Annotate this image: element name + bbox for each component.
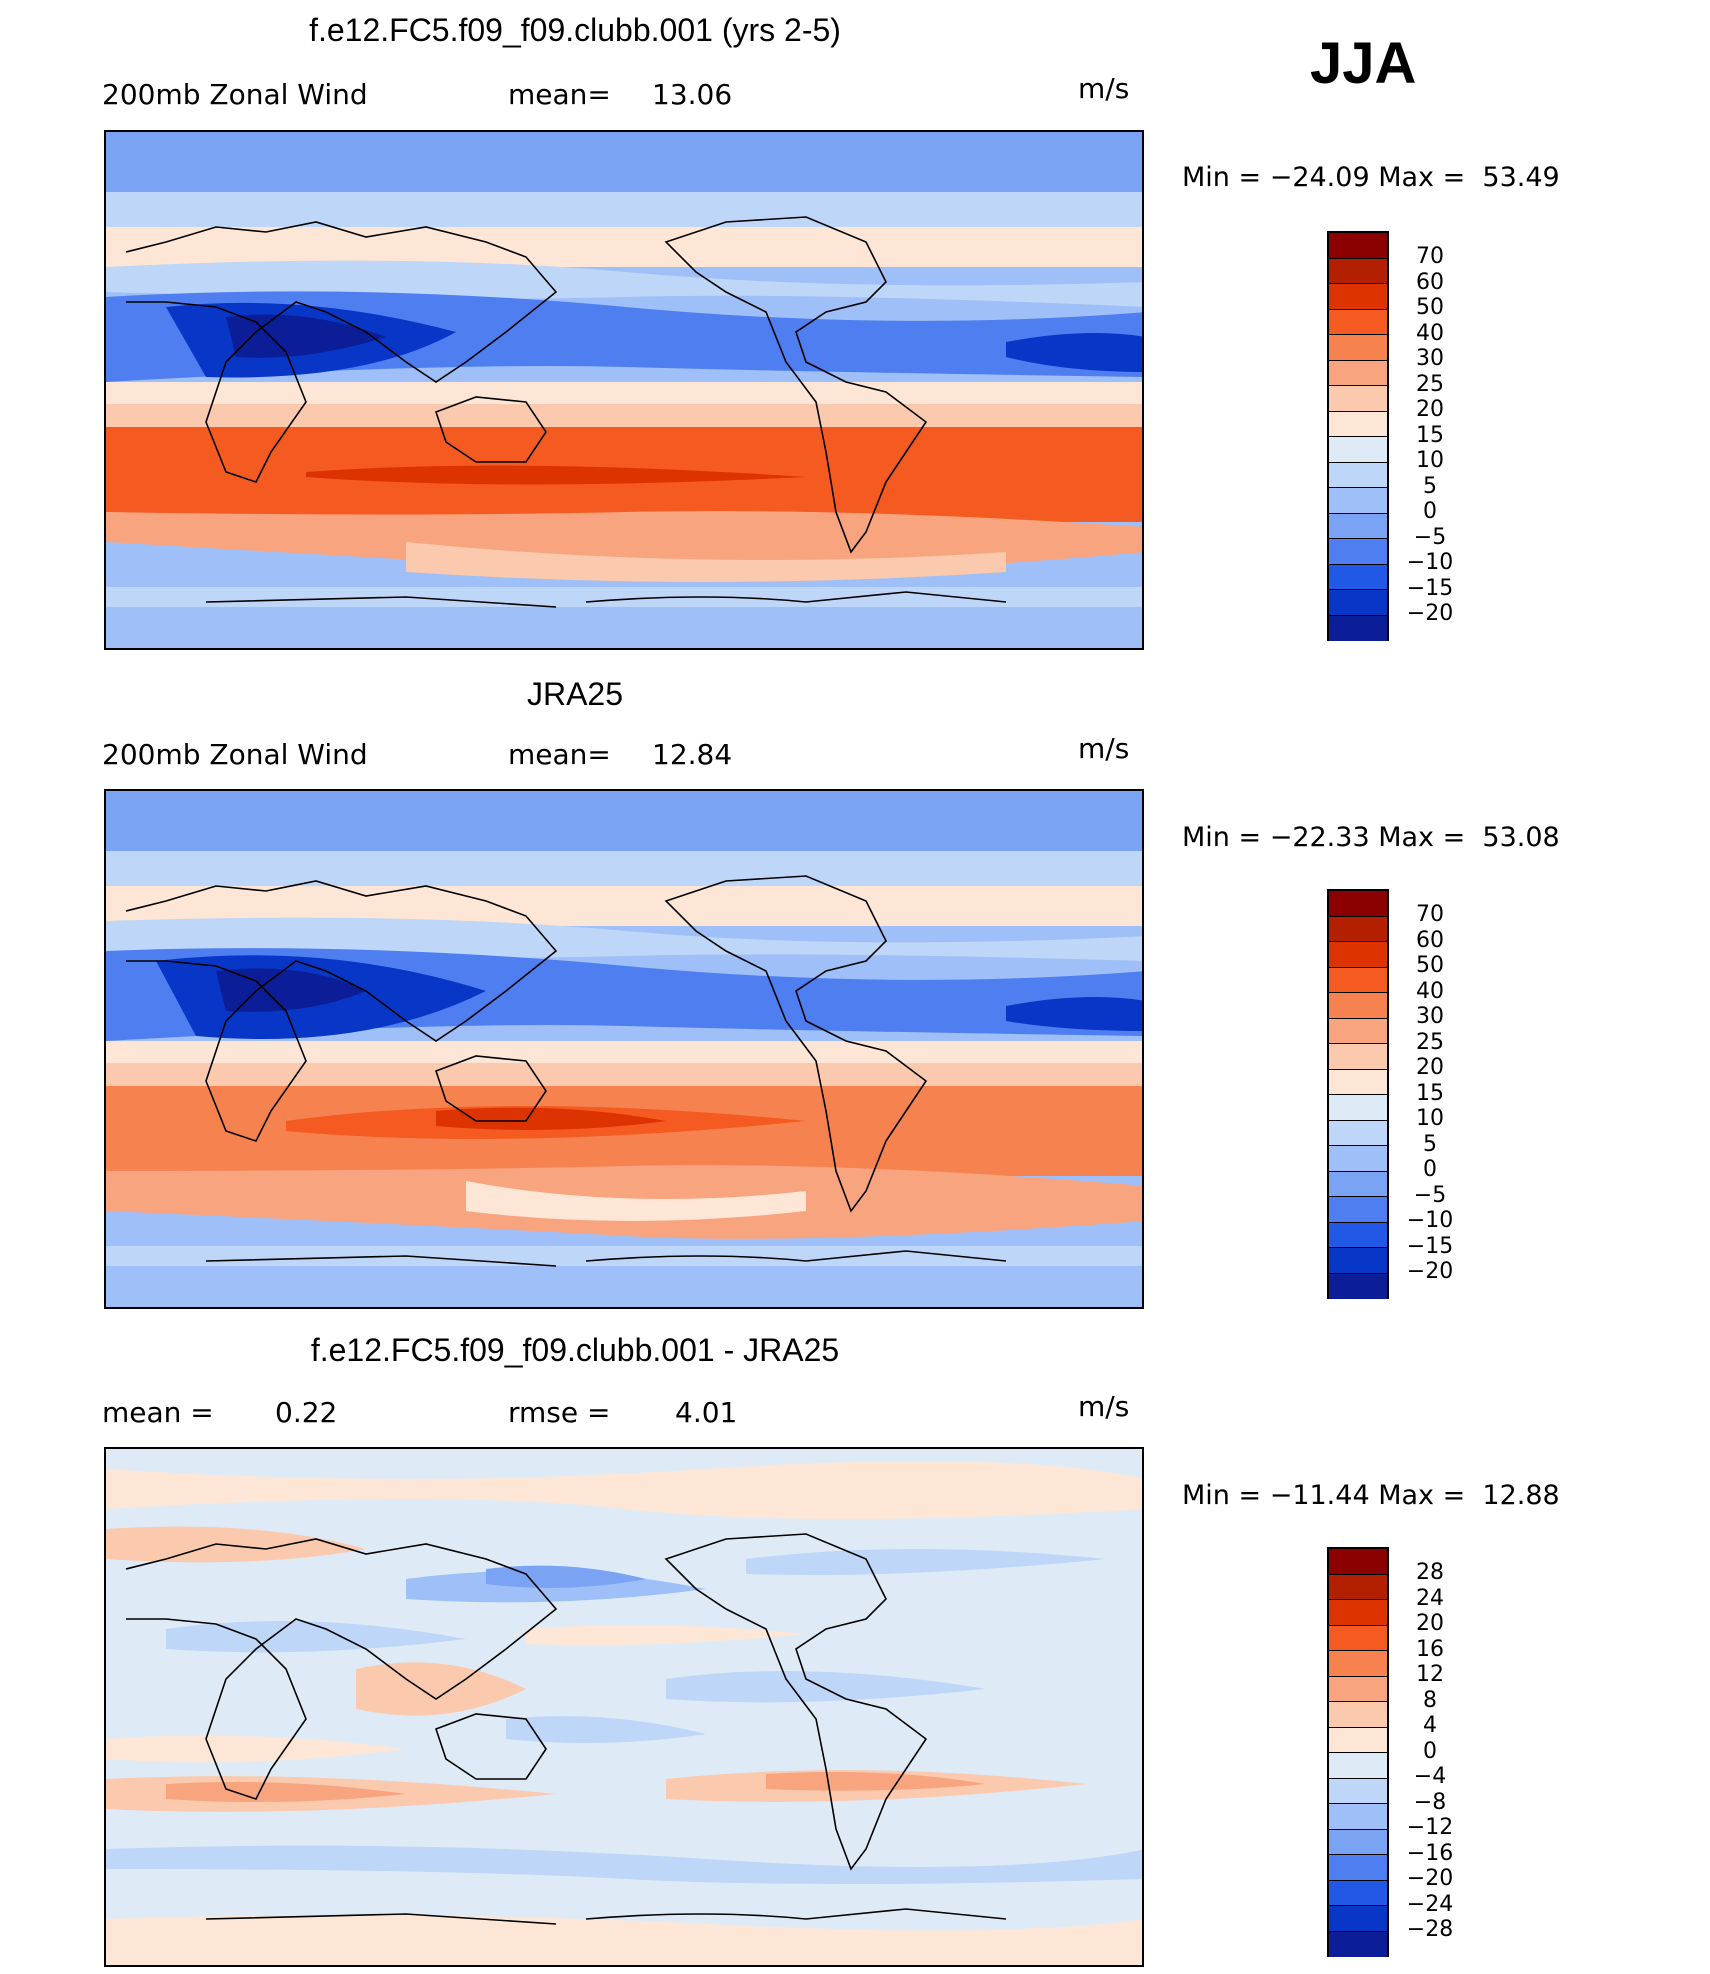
panel1-tick: 30 bbox=[1416, 346, 1444, 371]
panel1-tick: 70 bbox=[1416, 244, 1444, 269]
panel1-tick: 50 bbox=[1416, 295, 1444, 320]
panel3-tick: −12 bbox=[1406, 1815, 1454, 1840]
panel2-mean-label: mean= bbox=[508, 738, 611, 771]
panel1-tick: 60 bbox=[1416, 270, 1444, 295]
panel2-tick: 25 bbox=[1416, 1030, 1444, 1055]
panel2-variable-label: 200mb Zonal Wind bbox=[102, 738, 368, 771]
panel1-tick: 25 bbox=[1416, 372, 1444, 397]
panel1-tick: 0 bbox=[1423, 499, 1437, 524]
panel1-colorbar bbox=[1327, 231, 1389, 641]
panel3-tick: −4 bbox=[1413, 1764, 1447, 1789]
panel2-tick: 50 bbox=[1416, 953, 1444, 978]
panel3-tick: 28 bbox=[1416, 1560, 1444, 1585]
panel3-tick: 0 bbox=[1423, 1739, 1437, 1764]
panel3-mean-label: mean = bbox=[102, 1396, 214, 1429]
panel2-tick: 15 bbox=[1416, 1081, 1444, 1106]
panel1-tick: −15 bbox=[1406, 576, 1454, 601]
panel2-tick: −10 bbox=[1406, 1208, 1454, 1233]
panel1-minmax: Min = −24.09 Max = 53.49 bbox=[1182, 162, 1560, 193]
panel3-tick: 16 bbox=[1416, 1637, 1444, 1662]
panel3-tick: −8 bbox=[1413, 1790, 1447, 1815]
panel1-tick: −10 bbox=[1406, 550, 1454, 575]
panel3-colorbar bbox=[1327, 1547, 1389, 1957]
panel2-minmax: Min = −22.33 Max = 53.08 bbox=[1182, 822, 1560, 853]
panel2-map bbox=[104, 789, 1144, 1309]
panel3-unit: m/s bbox=[1078, 1390, 1130, 1423]
panel1-tick: 40 bbox=[1416, 321, 1444, 346]
panel2-tick: −5 bbox=[1413, 1183, 1447, 1208]
panel1-mean-value: 13.06 bbox=[652, 78, 733, 111]
panel2-tick: −20 bbox=[1406, 1259, 1454, 1284]
panel1-tick: 5 bbox=[1423, 474, 1437, 499]
panel2-tick: 20 bbox=[1416, 1055, 1444, 1080]
panel1-tick: 20 bbox=[1416, 397, 1444, 422]
panel1-variable-label: 200mb Zonal Wind bbox=[102, 78, 368, 111]
panel3-title: f.e12.FC5.f09_f09.clubb.001 - JRA25 bbox=[310, 1332, 840, 1368]
panel1-tick: −20 bbox=[1406, 601, 1454, 626]
panel3-rmse-value: 4.01 bbox=[675, 1396, 738, 1429]
panel2-tick: 5 bbox=[1423, 1132, 1437, 1157]
panel2-colorbar bbox=[1327, 889, 1389, 1299]
panel3-tick: 24 bbox=[1416, 1586, 1444, 1611]
panel1-tick: 15 bbox=[1416, 423, 1444, 448]
panel2-mean-value: 12.84 bbox=[652, 738, 733, 771]
panel1-title: f.e12.FC5.f09_f09.clubb.001 (yrs 2-5) bbox=[309, 12, 841, 48]
panel1-unit: m/s bbox=[1078, 72, 1130, 105]
panel2-tick: 30 bbox=[1416, 1004, 1444, 1029]
panel2-unit: m/s bbox=[1078, 732, 1130, 765]
panel3-tick: −28 bbox=[1406, 1917, 1454, 1942]
panel2-tick: 40 bbox=[1416, 979, 1444, 1004]
panel3-minmax: Min = −11.44 Max = 12.88 bbox=[1182, 1480, 1560, 1511]
panel3-tick: −20 bbox=[1406, 1866, 1454, 1891]
panel1-tick: −5 bbox=[1413, 525, 1447, 550]
panel3-tick: 20 bbox=[1416, 1611, 1444, 1636]
panel3-rmse-label: rmse = bbox=[508, 1396, 611, 1429]
panel1-tick: 10 bbox=[1416, 448, 1444, 473]
panel2-title: JRA25 bbox=[526, 676, 624, 712]
panel2-tick: −15 bbox=[1406, 1234, 1454, 1259]
panel2-tick: 0 bbox=[1423, 1157, 1437, 1182]
panel1-map bbox=[104, 130, 1144, 650]
panel2-tick: 70 bbox=[1416, 902, 1444, 927]
panel2-tick: 10 bbox=[1416, 1106, 1444, 1131]
panel2-tick: 60 bbox=[1416, 928, 1444, 953]
season-label: JJA bbox=[1310, 31, 1417, 96]
panel3-tick: 8 bbox=[1423, 1688, 1437, 1713]
panel3-tick: 4 bbox=[1423, 1713, 1437, 1738]
panel3-map bbox=[104, 1447, 1144, 1967]
panel3-tick: −16 bbox=[1406, 1841, 1454, 1866]
panel3-mean-value: 0.22 bbox=[275, 1396, 338, 1429]
panel3-tick: 12 bbox=[1416, 1662, 1444, 1687]
panel1-mean-label: mean= bbox=[508, 78, 611, 111]
panel3-tick: −24 bbox=[1406, 1892, 1454, 1917]
